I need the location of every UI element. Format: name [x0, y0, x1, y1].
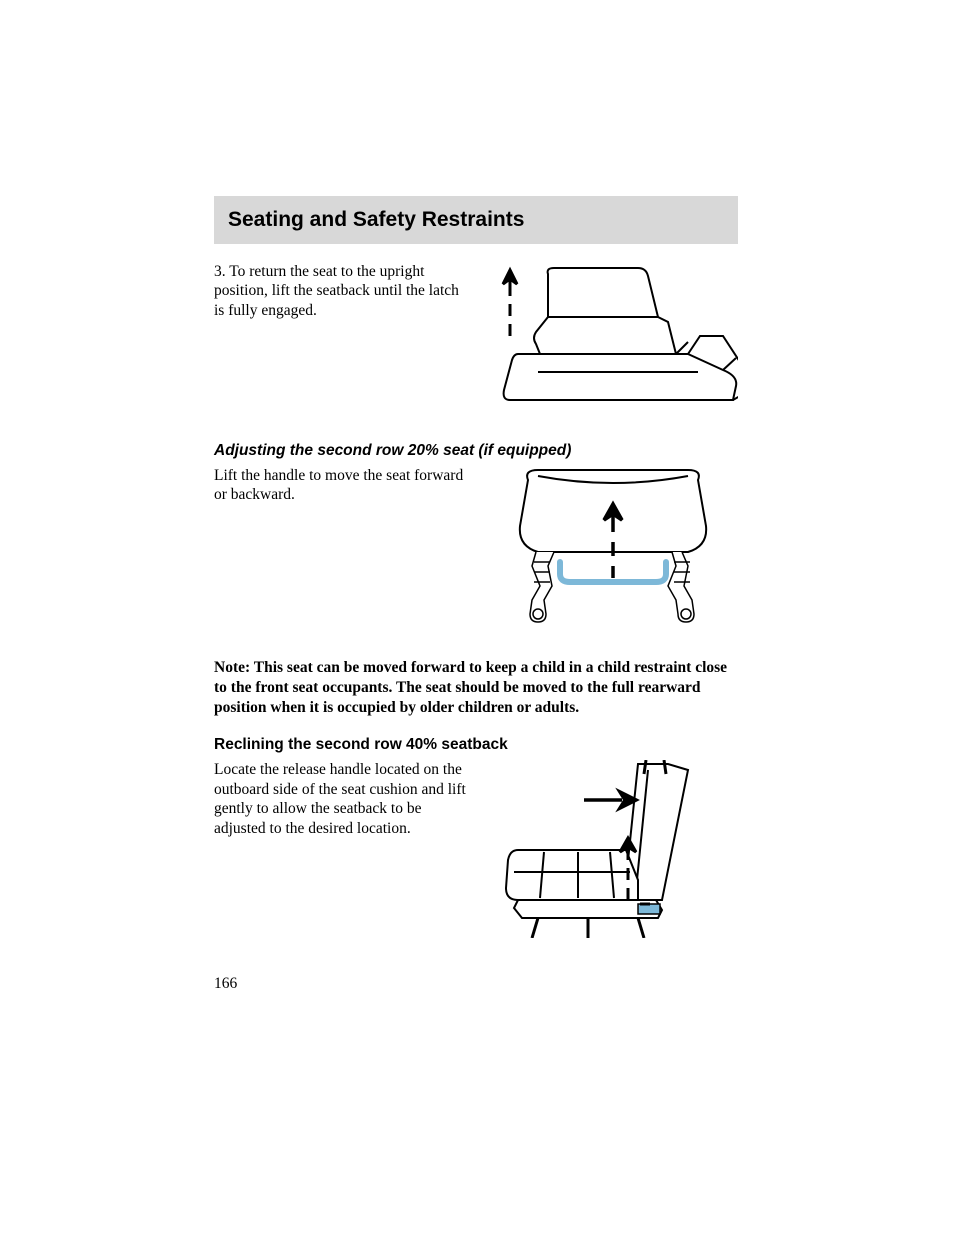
- page-number: 166: [214, 975, 237, 993]
- section-40pct-body: Locate the release handle located on the…: [214, 760, 469, 838]
- section-upright-body: 3. To return the seat to the upright pos…: [214, 262, 469, 320]
- section-header-bar: Seating and Safety Restraints: [214, 196, 738, 244]
- section-40pct: Locate the release handle located on the…: [214, 760, 738, 940]
- section-upright: 3. To return the seat to the upright pos…: [214, 262, 738, 420]
- seat-40pct-figure: [488, 760, 718, 938]
- section-header-title: Seating and Safety Restraints: [228, 208, 724, 232]
- section-20pct-body: Lift the handle to move the seat forward…: [214, 466, 469, 505]
- section-40pct-heading: Reclining the second row 40% seatback: [214, 736, 738, 754]
- seat-20pct-figure: [488, 466, 738, 630]
- section-20pct-heading: Adjusting the second row 20% seat (if eq…: [214, 442, 738, 460]
- seat-upright-figure: [488, 262, 738, 412]
- note-text: Note: This seat can be moved forward to …: [214, 658, 738, 718]
- page-content: Seating and Safety Restraints 3. To retu…: [214, 196, 738, 962]
- section-20pct: Lift the handle to move the seat forward…: [214, 466, 738, 636]
